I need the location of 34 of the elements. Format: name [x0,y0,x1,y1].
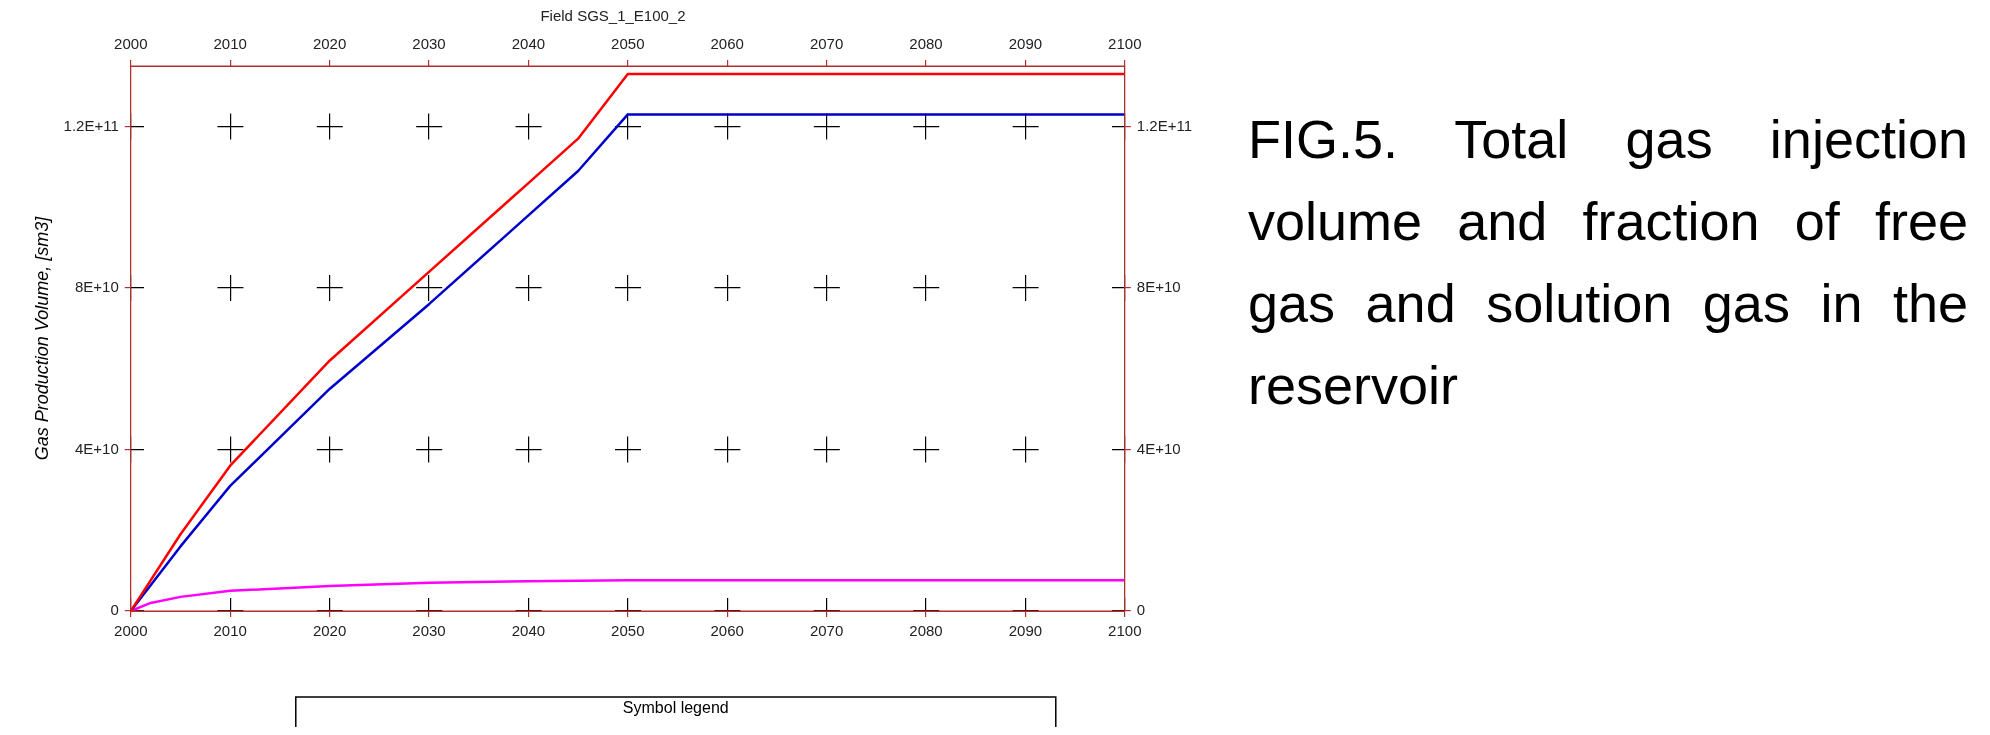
y2-tick-label: 8E+10 [1136,278,1181,296]
y-tick-label: 4E+10 [74,439,119,457]
x2-tick-label: 2010 [213,35,247,53]
x2-tick-label: 2090 [1008,35,1043,53]
y-axis-title: Gas Production Volume, [sm3] [31,215,52,461]
legend-title: Symbol legend [622,699,729,717]
y2-tick-label: 0 [1136,601,1146,619]
x2-tick-label: 2100 [1108,35,1142,53]
x-tick-label: 2100 [1108,622,1142,640]
x-tick-label: 2090 [1008,622,1043,640]
y-tick-label: 0 [110,601,119,619]
x-tick-label: 2030 [412,622,446,640]
x2-tick-label: 2040 [511,35,546,53]
y-tick-label: 1.2E+11 [63,116,119,134]
x2-tick-label: 2030 [412,35,446,53]
x-tick-label: 2080 [909,622,943,640]
y-tick-label: 8E+10 [74,278,119,296]
x2-tick-label: 2070 [809,35,844,53]
x2-tick-label: 2020 [312,35,347,53]
x-tick-label: 2050 [611,622,645,640]
x-tick-label: 2040 [511,622,546,640]
y2-tick-label: 1.2E+11 [1136,116,1193,134]
caption: FIG.5. Total gas injection volume and fraction of free gas and solution gas in the reservoir [1248,108,1968,417]
x-tick-label: 2060 [710,622,744,640]
x2-tick-label: 2050 [611,35,645,53]
x-tick-label: 2000 [114,622,148,640]
x-tick-label: 2020 [312,622,347,640]
x-tick-label: 2070 [809,622,844,640]
x2-tick-label: 2080 [909,35,943,53]
chart-title: Field SGS_1_E100_2 [540,7,686,25]
x-tick-label: 2010 [213,622,247,640]
x2-tick-label: 2060 [710,35,744,53]
y2-tick-label: 4E+10 [1136,439,1181,457]
x2-tick-label: 2000 [114,35,148,53]
